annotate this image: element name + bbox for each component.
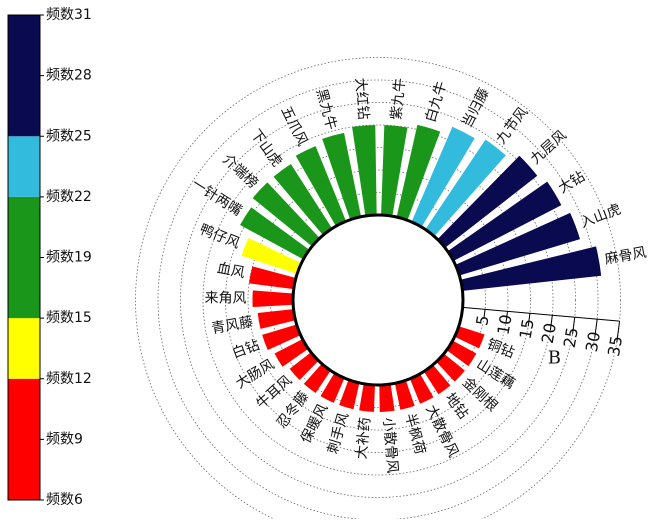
category-label: 黑九牛 xyxy=(313,87,340,132)
colorbar-label: 频数28 xyxy=(46,68,92,84)
bar xyxy=(437,155,538,248)
colorbar-label: 频数12 xyxy=(46,371,92,387)
r-axis-label: B xyxy=(548,347,561,368)
colorbar-label: 频数25 xyxy=(46,128,92,144)
category-label: 入山虎 xyxy=(578,201,623,231)
r-tick xyxy=(616,321,621,343)
category-label: 来角风 xyxy=(204,290,246,306)
bar xyxy=(423,364,451,395)
bar xyxy=(394,380,415,410)
colorbar-segment xyxy=(8,196,40,319)
bar xyxy=(273,164,333,236)
bar xyxy=(303,363,331,394)
r-tick xyxy=(572,317,576,335)
colorbar-label: 频数22 xyxy=(46,189,92,205)
category-label: 大红钻 xyxy=(352,77,371,120)
bar xyxy=(455,212,581,276)
bar xyxy=(460,246,602,291)
bar xyxy=(447,181,562,261)
bar xyxy=(249,266,296,290)
bar xyxy=(289,352,319,380)
r-axis xyxy=(462,306,620,322)
r-tick xyxy=(549,315,553,331)
category-label: 白九牛 xyxy=(423,80,450,125)
category-label: 大钻 xyxy=(556,169,588,197)
bar xyxy=(274,339,309,367)
grid-circle xyxy=(225,147,531,453)
category-label: 半枫荷 xyxy=(401,412,428,457)
bar xyxy=(262,324,301,350)
bar xyxy=(409,373,434,404)
category-label: 介端榜 xyxy=(219,151,261,192)
colorbar-label: 频数6 xyxy=(46,492,83,508)
grid-circle xyxy=(135,57,621,523)
category-label: 下山虎 xyxy=(247,127,285,170)
bar xyxy=(240,207,310,260)
r-tick-label: 30 xyxy=(582,330,604,353)
grid-circle xyxy=(157,79,599,521)
bar xyxy=(295,146,347,227)
inner-circle xyxy=(291,213,465,387)
bar xyxy=(379,384,395,412)
colorbar-label: 频数9 xyxy=(46,431,83,447)
category-label: 铜钻 xyxy=(485,336,517,361)
bar xyxy=(396,124,441,221)
category-label: 当归藤 xyxy=(458,85,492,130)
bar xyxy=(322,132,362,220)
bar xyxy=(257,309,296,329)
bar xyxy=(411,126,475,228)
r-tick-label: 15 xyxy=(516,317,538,340)
bar xyxy=(425,139,506,237)
r-tick-label: 20 xyxy=(538,322,560,345)
r-tick-label: 35 xyxy=(604,334,626,357)
bar xyxy=(352,125,377,216)
bar xyxy=(241,238,302,274)
category-label: 白钻 xyxy=(230,337,262,362)
category-label: 九层风 xyxy=(528,128,570,168)
category-label: 五爪风 xyxy=(277,104,310,149)
colorbar-segment xyxy=(8,318,40,379)
category-label: 麻骨风 xyxy=(604,245,648,268)
bar xyxy=(252,290,294,308)
bar xyxy=(381,125,408,217)
category-label: 九节风 xyxy=(493,104,531,147)
bar xyxy=(436,353,465,382)
r-tick xyxy=(505,311,509,323)
r-tick xyxy=(483,309,486,319)
grid-circle xyxy=(180,102,576,498)
bar xyxy=(359,383,375,412)
r-tick-label: 25 xyxy=(560,326,582,349)
r-tick xyxy=(594,319,598,339)
bar xyxy=(339,379,360,410)
category-label: 血风 xyxy=(216,260,247,281)
category-label: 青风藤 xyxy=(210,314,254,337)
bar xyxy=(446,340,477,367)
category-label: 鸭仔风 xyxy=(197,222,242,252)
bar xyxy=(454,326,485,349)
r-tick xyxy=(527,313,531,327)
colorbar-segment xyxy=(8,378,40,500)
r-tick-label: 5 xyxy=(472,314,492,327)
colorbar-segment xyxy=(8,136,40,197)
bar xyxy=(252,182,320,247)
grid-circle xyxy=(247,169,509,431)
grid-circle xyxy=(202,124,554,476)
category-label: 大补药 xyxy=(354,417,374,460)
category-label: 紫九牛 xyxy=(389,77,409,120)
colorbar-label: 频数19 xyxy=(46,250,92,266)
category-label: 小散骨风 xyxy=(380,417,401,474)
colorbar-label: 频数31 xyxy=(46,7,92,23)
category-label: 刺手风 xyxy=(325,411,352,456)
bar xyxy=(320,372,345,403)
colorbar-label: 频数15 xyxy=(46,310,92,326)
r-tick-label: 10 xyxy=(494,313,516,336)
colorbar-segment xyxy=(8,15,40,137)
